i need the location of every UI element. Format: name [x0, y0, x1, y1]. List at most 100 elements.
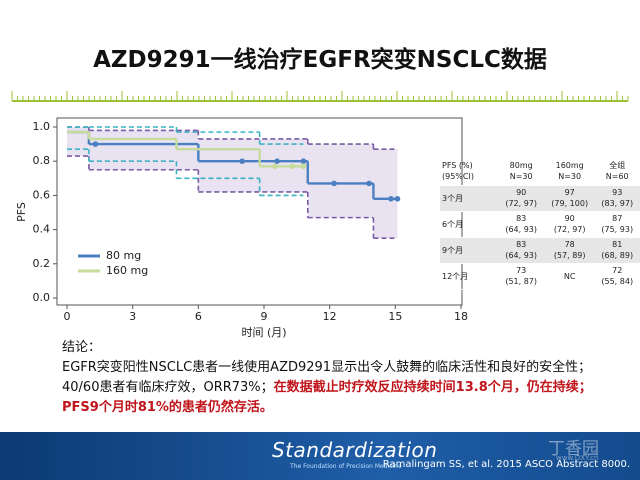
x-axis-label: 时间 (月): [241, 326, 286, 339]
footer: Standardization The Foundation of Precis…: [0, 432, 640, 480]
cell-text: 12个月: [442, 271, 469, 281]
cell-text: 90: [516, 188, 527, 197]
table-cell: 9个月: [440, 237, 498, 264]
pfs-table: PFS (%) (95%CI) 80mg N=30 160mg N=30 全组 N=60 3个月…: [440, 157, 640, 290]
table-cell: 73 (51, 87): [497, 263, 545, 290]
x-tick-label: 15: [388, 310, 402, 323]
cell-text: 9个月: [442, 245, 464, 255]
table-cell: 全组 N=60: [594, 157, 640, 186]
conclusion: 结论： EGFR突变阳性NSCLC患者一线使用AZD9291显示出令人鼓舞的临床…: [62, 338, 607, 418]
censor-mark: [272, 163, 278, 170]
table-cell: 160mg N=30: [544, 157, 595, 186]
conclusion-highlight: 在数据截止时疗效反应持续时间13.8个月，仍在持续；PFS9个月时81%的患者仍…: [62, 380, 592, 415]
cell-text: N=30: [558, 171, 582, 181]
censor-mark: [366, 180, 372, 187]
cell-text: (64, 93): [505, 251, 538, 260]
cell-text: 97: [564, 188, 575, 197]
cell-text: 93: [612, 188, 623, 197]
cell-text: NC: [563, 271, 576, 281]
table-cell: 83 (64, 93): [497, 237, 545, 264]
cell-text: 87: [612, 214, 623, 223]
table-cell: 81 (68, 89): [594, 237, 640, 264]
cell-text: (72, 97): [505, 199, 538, 208]
x-tick-label: 12: [323, 310, 337, 323]
cell-text: (57, 89): [553, 251, 586, 260]
legend-label: 80 mg: [106, 249, 141, 262]
table-cell: 87 (75, 93): [594, 211, 640, 238]
cell-text: (75, 93): [601, 225, 634, 234]
cell-text: (79, 100): [551, 199, 589, 208]
censor-mark: [92, 141, 99, 147]
x-tick-label: 3: [129, 310, 136, 323]
watermark-url: www.DXY.cn: [556, 454, 599, 462]
cell-text: 72: [612, 266, 623, 275]
cell-text: 160mg: [555, 160, 584, 170]
cell-text: (95%CI): [442, 171, 474, 181]
table-cell: 3个月: [440, 185, 498, 212]
logo-subtitle: The Foundation of Precision Medicine: [290, 463, 402, 470]
table-cell: 83 (64, 93): [497, 211, 545, 238]
cell-text: 全组: [609, 160, 626, 170]
censor-mark: [388, 196, 394, 202]
table-cell: NC: [544, 263, 595, 290]
cell-text: 3个月: [442, 193, 464, 203]
table-cell: 78 (57, 89): [544, 237, 595, 264]
table-cell: 6个月: [440, 211, 498, 238]
table-header: PFS (%) (95%CI) 80mg N=30 160mg N=30 全组 N=60: [440, 157, 640, 186]
cell-text: (83, 97): [601, 199, 634, 208]
table-cell: 12个月: [440, 263, 498, 290]
table-row: 3个月 90 (72, 97) 97 (79, 100) 93 (83, 97): [440, 185, 640, 212]
table-cell: 97 (79, 100): [544, 185, 595, 212]
conclusion-text: EGFR突变阳性NSCLC患者一线使用AZD9291显示出令人鼓舞的临床活性和良…: [62, 360, 592, 395]
watermark: 丁香园: [548, 439, 599, 459]
cell-text: 80mg: [509, 160, 533, 170]
table-cell: 93 (83, 97): [594, 185, 640, 212]
y-tick-label: 0.4: [33, 223, 51, 236]
legend-label: 160 mg: [106, 264, 148, 277]
ci-band: [373, 149, 398, 239]
censor-mark: [289, 163, 296, 170]
chart: 0.0 0.2 0.4 0.6 0.8 1.0 0 3 6 9 12 15 18 时间 (月) PFS 80 …: [11, 91, 629, 339]
cell-text: 78: [564, 240, 575, 249]
cell-text: (68, 89): [601, 251, 634, 260]
cell-text: N=30: [509, 171, 533, 181]
cell-text: (72, 97): [553, 225, 586, 234]
x-tick-label: 6: [195, 310, 202, 323]
ci-band: [307, 144, 374, 218]
ruler-decoration: [11, 91, 629, 102]
cell-text: 83: [516, 214, 527, 223]
table-row: 9个月 83 (64, 93) 78 (57, 89) 81 (68, 89): [440, 237, 640, 264]
censor-mark: [394, 196, 401, 202]
logo: Standardization: [272, 438, 438, 462]
cell-text: 90: [564, 214, 575, 223]
cell-text: N=60: [605, 171, 629, 181]
x-tick-label: 0: [64, 310, 71, 323]
slide-title: AZD9291一线治疗EGFR突变NSCLC数据: [93, 47, 547, 73]
table-cell: 90 (72, 97): [497, 185, 545, 212]
cell-text: (64, 93): [505, 225, 538, 234]
cell-text: (55, 84): [601, 277, 634, 286]
y-tick-label: 0.2: [33, 257, 51, 270]
y-tick-label: 1.0: [33, 120, 51, 133]
censor-mark: [274, 158, 280, 164]
x-tick-label: 18: [454, 310, 468, 323]
cell-text: 73: [516, 266, 527, 275]
y-tick-label: 0.0: [33, 291, 51, 304]
table-cell: 72 (55, 84): [594, 263, 640, 290]
y-axis-label: PFS: [15, 202, 28, 222]
citation: Ramalingam SS, et al. 2015 ASCO Abstract…: [382, 459, 630, 470]
cell-text: (51, 87): [505, 277, 538, 286]
censor-mark: [300, 163, 307, 170]
table-cell: 80mg N=30: [497, 157, 545, 186]
table-row: 12个月 73 (51, 87) NC 72 (55, 84): [440, 263, 640, 290]
y-tick-label: 0.6: [33, 188, 51, 201]
table-cell: 90 (72, 97): [544, 211, 595, 238]
censor-mark: [239, 158, 245, 164]
y-tick-label: 0.8: [33, 154, 51, 167]
conclusion-heading: 结论：: [62, 340, 102, 355]
x-tick-label: 9: [261, 310, 268, 323]
table-cell: PFS (%) (95%CI): [440, 157, 498, 186]
cell-text: 83: [516, 240, 527, 249]
censor-mark: [331, 180, 337, 187]
